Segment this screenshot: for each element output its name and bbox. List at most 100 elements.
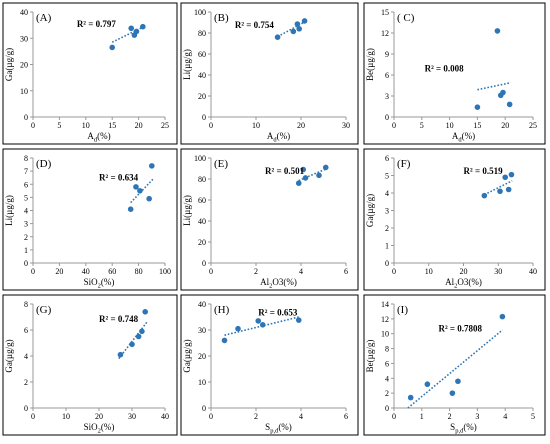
data-point: [449, 390, 456, 396]
y-tick-label: 5: [24, 193, 28, 202]
y-tick-label: 2: [24, 378, 28, 387]
y-tick-label: 6: [24, 180, 28, 189]
x-tick-label: 30: [494, 267, 502, 276]
data-point: [142, 309, 148, 315]
y-axis-label: Be(µg/g): [365, 340, 375, 373]
x-tick-label: 15: [473, 121, 481, 130]
x-tick-label: 25: [161, 121, 169, 130]
panel-frame: [2, 148, 178, 291]
x-axis-label-sub: d: [458, 137, 462, 144]
y-tick-label: 0: [202, 404, 206, 413]
x-axis-label-tail: (%): [463, 422, 477, 432]
x-axis-label: Al2O3(%): [445, 277, 482, 290]
chart-panel-1: 0 5 10 15 20 25 0 10 20 30 40 Ad(%) Ga(µg/g) (A) R² = …: [2, 2, 178, 145]
x-tick-label: 2: [254, 267, 258, 276]
y-tick-label: 8: [24, 300, 28, 309]
data-point: [302, 175, 309, 181]
y-tick-label: 6: [385, 154, 389, 163]
x-axis-label-sub: 2: [98, 283, 101, 290]
x-tick-label: 10: [62, 412, 70, 421]
data-point: [508, 171, 515, 178]
y-tick-label: 3: [385, 207, 389, 216]
data-point: [274, 34, 281, 40]
data-point: [137, 188, 143, 194]
x-axis-label-sub: 2: [269, 283, 272, 290]
data-point: [139, 328, 145, 335]
x-axis-label-sub: p,d: [270, 428, 279, 435]
panel-label: (I): [397, 304, 408, 316]
data-point: [235, 325, 241, 332]
x-axis-label-sub: 2: [454, 283, 457, 290]
x-axis-label: SiO2(%): [84, 422, 115, 435]
x-tick-label: 40: [529, 267, 537, 276]
data-point: [481, 192, 488, 199]
x-axis-label: Al2O3(%): [260, 277, 297, 290]
x-axis-label-tail: (%): [278, 422, 292, 432]
r-squared-label: R² = 0.754: [235, 20, 275, 30]
y-tick-label: 1: [385, 242, 389, 251]
y-tick-label: 3: [385, 92, 389, 101]
trendline: [111, 25, 145, 43]
y-axis-label: Ga(µg/g): [4, 48, 14, 81]
y-tick-label: 20: [198, 92, 206, 101]
r-squared-label: R² = 0.634: [99, 172, 139, 182]
x-tick-label: 2: [254, 412, 258, 421]
data-point: [128, 25, 135, 32]
y-tick-label: 40: [20, 8, 28, 17]
x-tick-label: 15: [108, 121, 116, 130]
x-tick-label: 5: [420, 121, 424, 130]
x-tick-label: 0: [209, 121, 213, 130]
data-point: [117, 351, 124, 358]
data-point: [497, 188, 503, 195]
data-point: [221, 337, 228, 344]
y-tick-label: 80: [198, 175, 206, 184]
x-tick-label: 80: [135, 267, 143, 276]
x-tick-label: 0: [392, 412, 396, 421]
x-tick-label: 20: [501, 121, 509, 130]
panel-label: (A): [36, 12, 52, 24]
panel-frame: [2, 2, 178, 145]
y-tick-label: 3: [24, 220, 28, 229]
x-axis-label-tail: O3(%): [272, 277, 297, 287]
x-tick-label: 25: [529, 121, 537, 130]
y-tick-label: 100: [194, 154, 206, 163]
y-tick-label: 6: [24, 326, 28, 335]
x-tick-label: 0: [31, 121, 35, 130]
y-tick-label: 40: [198, 300, 206, 309]
r-squared-label: R² = 0.519: [464, 166, 504, 176]
data-point: [133, 184, 139, 190]
x-axis-label-main: A: [452, 131, 459, 141]
y-tick-label: 60: [198, 50, 206, 59]
y-tick-label: 12: [381, 315, 389, 324]
x-tick-label: 0: [392, 121, 396, 130]
y-tick-label: 14: [381, 300, 389, 309]
x-axis-label: Ad(%): [267, 131, 290, 144]
y-tick-label: 6: [385, 359, 389, 368]
y-tick-label: 60: [198, 196, 206, 205]
x-tick-label: 6: [344, 267, 348, 276]
x-tick-label: 4: [299, 267, 303, 276]
x-axis-label-tail: (%): [462, 131, 476, 141]
data-point: [296, 26, 303, 32]
y-tick-label: 0: [24, 113, 28, 122]
data-point: [500, 89, 506, 96]
x-tick-label: 0: [31, 267, 35, 276]
r-squared-label: R² = 0.653: [258, 308, 298, 318]
y-tick-label: 40: [198, 217, 206, 226]
data-point: [505, 186, 512, 193]
data-point: [506, 101, 513, 108]
x-tick-label: 2: [448, 412, 452, 421]
panel-label: (B): [214, 12, 229, 24]
y-tick-label: 4: [24, 352, 28, 361]
x-tick-label: 30: [128, 412, 136, 421]
data-point: [407, 394, 414, 401]
x-axis-label-sub: d: [273, 137, 277, 144]
y-tick-label: 20: [20, 61, 28, 70]
data-point: [494, 28, 501, 34]
y-axis-label: Li(µg/g): [182, 49, 192, 80]
x-axis-label-sub: p,d: [455, 428, 464, 435]
